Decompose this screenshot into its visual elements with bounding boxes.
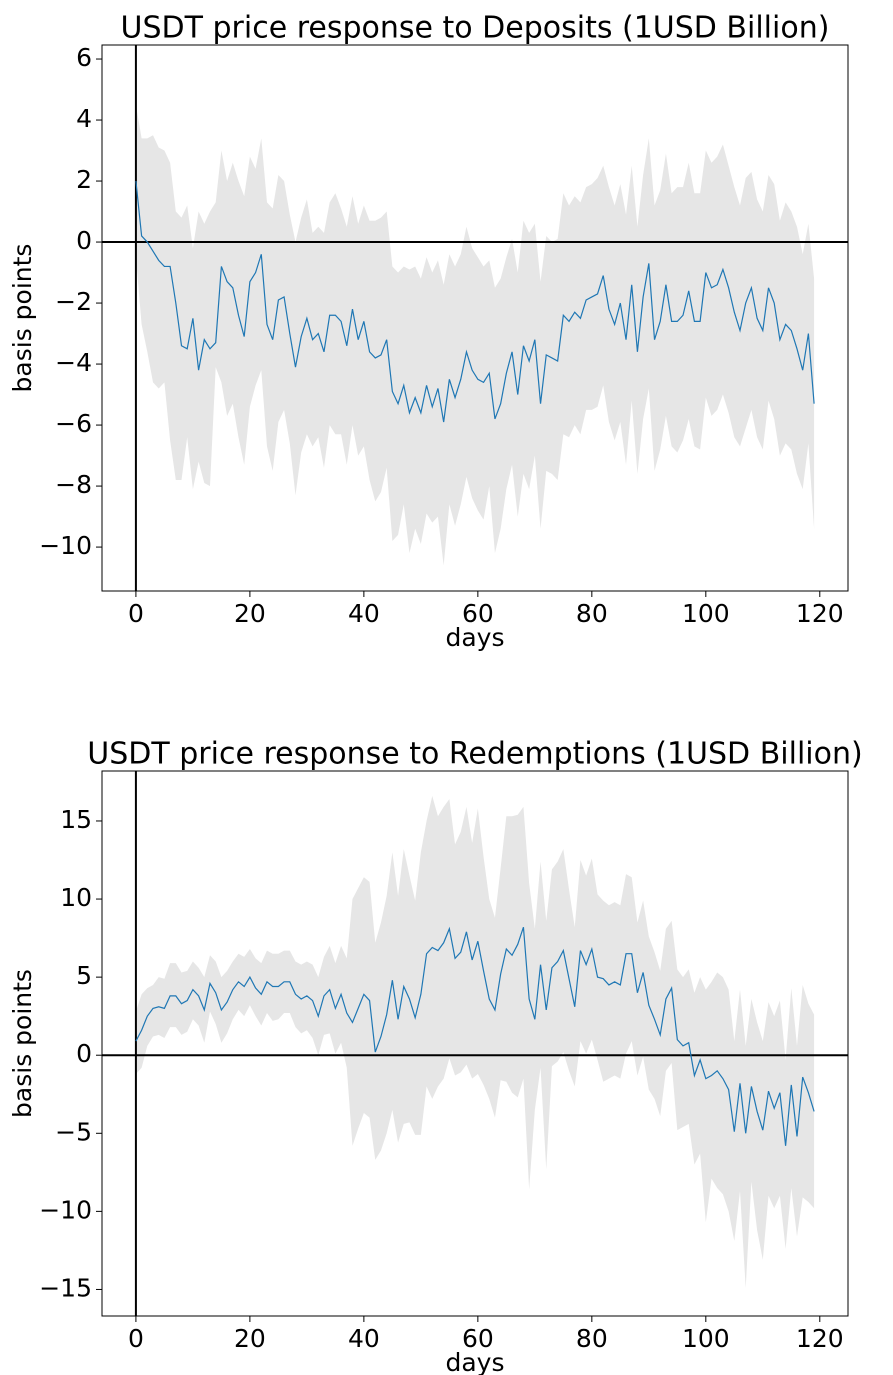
response-line <box>135 180 815 423</box>
x-tick-label: 80 <box>576 1324 608 1353</box>
y-tick-label: 0 <box>76 226 92 255</box>
y-tick-label: 0 <box>76 1039 92 1068</box>
chart-title: USDT price response to Deposits (1USD Bi… <box>121 11 830 46</box>
x-tick-label: 40 <box>348 1324 380 1353</box>
x-tick-label: 80 <box>576 599 608 628</box>
y-tick-label: 6 <box>76 43 92 72</box>
axes-frame <box>101 770 849 1317</box>
x-tick-label: 40 <box>348 599 380 628</box>
y-axis-label: basis points <box>8 969 37 1118</box>
response-line <box>135 926 815 1146</box>
x-tick-label: 0 <box>128 599 144 628</box>
y-tick-label: −10 <box>39 531 92 560</box>
chart-title: USDT price response to Redemptions (1USD… <box>87 737 862 772</box>
x-tick-label: 100 <box>682 1324 730 1353</box>
y-tick-label: 15 <box>60 805 92 834</box>
x-tick-label: 60 <box>462 1324 494 1353</box>
x-tick-label: 120 <box>796 599 844 628</box>
y-tick-label: −15 <box>39 1273 92 1302</box>
y-tick-label: −10 <box>39 1195 92 1224</box>
y-tick-label: −5 <box>55 1117 92 1146</box>
y-tick-label: 10 <box>60 883 92 912</box>
y-tick-label: −4 <box>55 348 92 377</box>
y-tick-label: 2 <box>76 165 92 194</box>
x-axis-label: days <box>445 1348 504 1375</box>
y-tick-label: −6 <box>55 409 92 438</box>
y-axis-label: basis points <box>8 244 37 393</box>
confidence-band <box>135 104 815 566</box>
y-tick-label: 5 <box>76 961 92 990</box>
x-tick-label: 0 <box>128 1324 144 1353</box>
x-tick-label: 20 <box>234 599 266 628</box>
y-tick-label: −2 <box>55 287 92 316</box>
confidence-band <box>135 795 815 1288</box>
x-tick-label: 60 <box>462 599 494 628</box>
x-axis-label: days <box>445 623 504 652</box>
x-tick-label: 120 <box>796 1324 844 1353</box>
x-tick-label: 20 <box>234 1324 266 1353</box>
axes-frame <box>101 44 849 592</box>
y-tick-label: 4 <box>76 104 92 133</box>
x-tick-label: 100 <box>682 599 730 628</box>
y-tick-label: −8 <box>55 470 92 499</box>
